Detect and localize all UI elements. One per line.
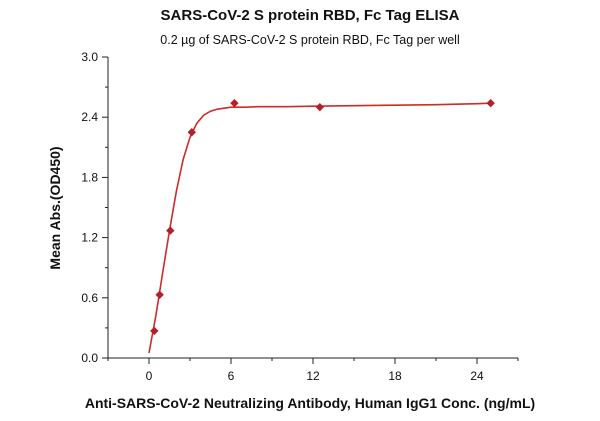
x-tick-label: 18 [388,369,402,383]
y-tick-label: 0.6 [81,291,98,305]
x-tick-label: 0 [146,369,153,383]
y-ticks: 0.0 0.6 1.2 1.8 2.4 3.0 [81,50,108,365]
y-tick-label: 1.2 [81,231,98,245]
data-point [230,98,239,108]
x-tick-label: 12 [306,369,320,383]
fit-curve [148,102,491,354]
y-tick-label: 1.8 [81,170,98,184]
y-tick-label: 3.0 [81,50,98,64]
x-ticks: 0 6 12 18 24 [107,358,519,383]
data-point [155,290,164,299]
chart-title: SARS-CoV-2 S protein RBD, Fc Tag ELISA [161,7,460,24]
data-point [315,102,325,112]
y-axis-label: Mean Abs.(OD450) [47,146,63,269]
data-point [150,326,159,336]
x-tick-label: 24 [470,369,484,383]
x-tick-label: 6 [228,369,235,383]
x-axis-label: Anti-SARS-CoV-2 Neutralizing Antibody, H… [85,395,535,411]
y-tick-label: 0.0 [81,351,98,365]
data-points [150,98,495,336]
y-tick-label: 2.4 [81,110,98,124]
data-point [486,98,495,108]
data-point [187,128,196,137]
axes [107,57,518,359]
chart-subtitle: 0.2 µg of SARS-CoV-2 S protein RBD, Fc T… [160,33,459,47]
data-point [166,226,175,235]
